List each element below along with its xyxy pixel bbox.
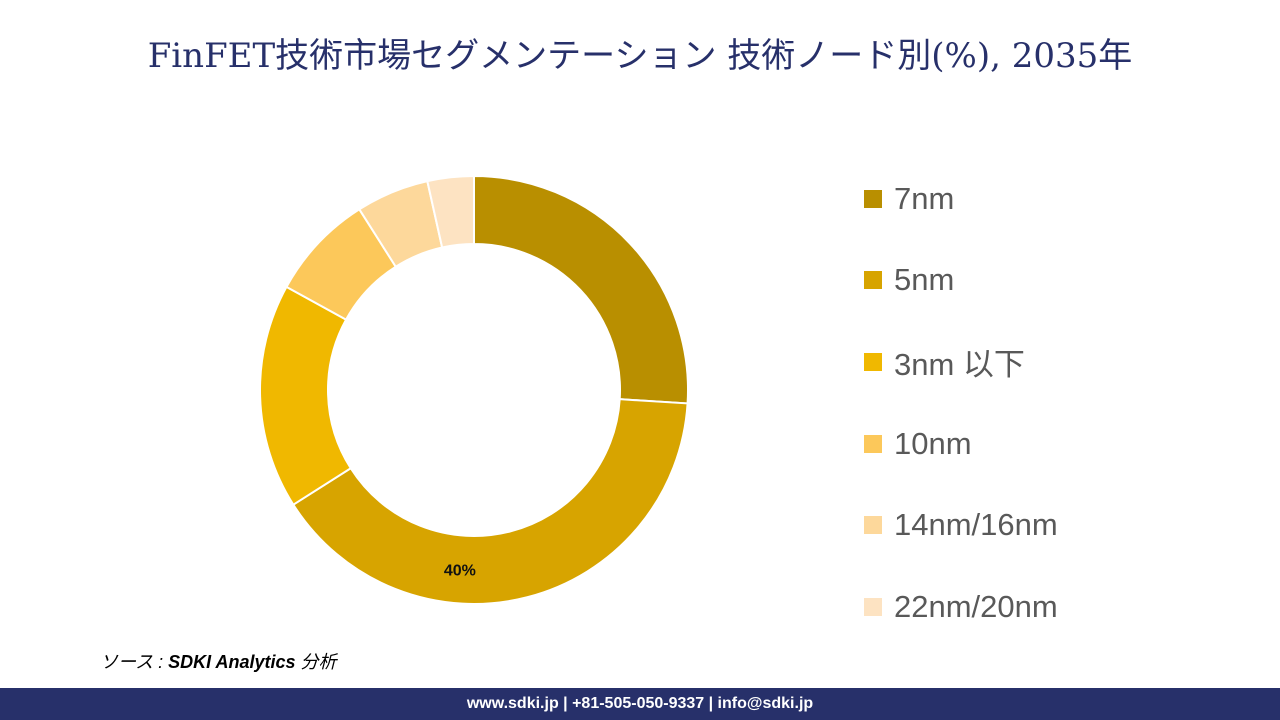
legend-item: 10nm bbox=[864, 403, 1058, 485]
footer-contact: www.sdki.jp | +81-505-050-9337 | info@sd… bbox=[0, 688, 1280, 720]
source-suffix: 分析 bbox=[295, 652, 337, 672]
legend-swatch bbox=[864, 352, 882, 371]
donut-slice-5nm bbox=[291, 398, 689, 605]
legend-item: 22nm/20nm bbox=[864, 566, 1058, 648]
legend-item: 5nm bbox=[864, 240, 1058, 322]
legend-swatch bbox=[864, 434, 882, 453]
donut-slice-22nm-20nm bbox=[426, 174, 475, 249]
donut-slice-7nm bbox=[473, 174, 689, 405]
legend: 7nm 5nm 3nm 以下 10nm 14nm/16nm 22nm/20nm bbox=[864, 158, 1058, 648]
legend-label: 14nm/16nm bbox=[894, 507, 1058, 543]
legend-label: 22nm/20nm bbox=[894, 588, 1058, 624]
legend-item: 7nm bbox=[864, 158, 1058, 240]
legend-label: 7nm bbox=[894, 180, 955, 216]
source-note: ソース : SDKI Analytics 分析 bbox=[100, 648, 337, 674]
data-label: 40% bbox=[444, 562, 476, 579]
legend-item: 3nm 以下 bbox=[864, 321, 1058, 403]
legend-label: 3nm 以下 bbox=[894, 347, 1025, 383]
legend-label: 10nm bbox=[894, 425, 972, 461]
legend-swatch bbox=[864, 597, 882, 616]
legend-swatch bbox=[864, 189, 882, 208]
legend-item: 14nm/16nm bbox=[864, 484, 1058, 566]
legend-swatch bbox=[864, 516, 882, 535]
chart-title: FinFET技術市場セグメンテーション 技術ノード別(%), 2035年 bbox=[147, 36, 1133, 76]
source-name: SDKI Analytics bbox=[168, 652, 296, 672]
source-prefix: ソース : bbox=[100, 652, 169, 672]
legend-label: 5nm bbox=[894, 262, 955, 298]
donut-slice-3nm- bbox=[259, 285, 353, 507]
legend-swatch bbox=[864, 271, 882, 290]
